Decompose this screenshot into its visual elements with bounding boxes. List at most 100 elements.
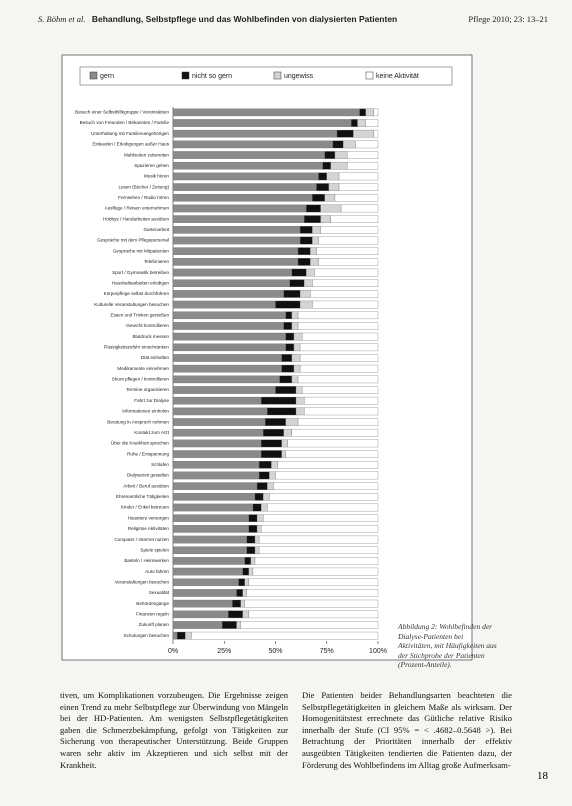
bar-segment (242, 589, 247, 597)
y-tick-label: Spiele spielen (140, 547, 169, 552)
bar-segment (347, 151, 379, 159)
bar-segment (283, 428, 293, 437)
bar-segment (222, 621, 237, 629)
y-tick-label: Sexualität (149, 590, 170, 595)
y-tick-label: Medikamente einnehmen (117, 366, 169, 371)
bar-segment (244, 557, 252, 565)
bar-segment (172, 514, 249, 522)
bar-segment (263, 514, 379, 522)
bar-segment (172, 343, 286, 352)
y-tick-label: Haushaltsarbeiten erledigen (112, 280, 170, 285)
bar-segment (351, 119, 358, 127)
bar-segment (246, 535, 256, 544)
bar-segment (236, 621, 241, 629)
bar-segment (340, 204, 379, 213)
bar-segment (172, 589, 237, 597)
bar-segment (252, 567, 379, 576)
legend-swatch (89, 71, 98, 80)
bar-segment (265, 418, 286, 426)
bar-segment (172, 204, 307, 213)
bar-segment (334, 151, 348, 159)
y-tick-label: Gespräche mit dem Pflegepersonal (97, 238, 169, 243)
legend-label: gern (100, 73, 114, 80)
bar-segment (172, 610, 229, 619)
y-tick-label: Spazieren gehen (134, 163, 169, 168)
bar-segment (332, 140, 344, 149)
bar-segment (258, 546, 379, 555)
y-tick-label: Termine organisieren (126, 387, 169, 392)
bar-segment (172, 279, 290, 288)
bar-segment (285, 311, 293, 320)
bar-segment (304, 396, 379, 405)
y-tick-label: Beratung in Anspruch nehmen (107, 419, 169, 424)
legend-swatch (181, 71, 190, 80)
bar-segment (271, 460, 278, 469)
bar-segment (172, 215, 305, 223)
bar-segment (240, 621, 379, 629)
bar-segment (299, 290, 311, 298)
bar-segment (322, 161, 331, 170)
bar-segment (320, 226, 379, 234)
bar-segment (312, 193, 325, 202)
bar-segment (172, 311, 286, 320)
bar-segment (299, 354, 379, 362)
bar-segment (172, 129, 338, 138)
bar-segment (281, 439, 288, 448)
bar-segment (275, 300, 301, 309)
bar-segment (260, 450, 282, 458)
bar-segment (172, 322, 284, 330)
body-right: Die Patienten beider Behandlungsarten be… (302, 690, 512, 770)
bar-segment (172, 621, 223, 629)
bar-segment (310, 258, 319, 266)
bar-segment (172, 172, 319, 181)
y-tick-label: Fahrt zur Dialyse (134, 398, 169, 403)
bar-segment (267, 482, 274, 490)
bar-segment (291, 268, 307, 277)
bar-segment (172, 471, 260, 480)
bar-segment (232, 599, 241, 608)
bar-segment (172, 450, 262, 458)
y-tick-label: Körperpflege selbst durchführen (104, 291, 170, 296)
bar-segment (238, 578, 245, 587)
bar-segment (304, 279, 313, 288)
bar-segment (285, 332, 295, 341)
bar-segment (172, 631, 178, 640)
bar-segment (336, 129, 354, 138)
y-tick-label: Blutdruck messen (132, 334, 169, 339)
bar-segment (330, 161, 348, 170)
bar-segment (310, 290, 379, 298)
bar-segment (357, 119, 366, 127)
y-tick-label: Mahlzeiten zubereiten (124, 152, 169, 157)
bar-segment (172, 119, 352, 127)
y-tick-label: Computer / Internet nutzen (114, 537, 169, 542)
bar-segment (185, 631, 192, 640)
bar-segment (353, 129, 375, 138)
y-tick-label: Schlafen (151, 462, 169, 467)
bar-segment (285, 418, 299, 426)
y-tick-label: Ruhe / Entspannung (127, 451, 169, 456)
bar-segment (248, 567, 254, 576)
y-tick-label: Veranstaltungen besuchen (115, 579, 170, 584)
y-tick-label: Über die Krankheit sprechen (111, 440, 170, 446)
bar-segment (260, 439, 282, 448)
bar-segment (299, 236, 313, 245)
bar-segment (328, 183, 340, 191)
y-tick-label: Essen und Trinken genießen (111, 312, 170, 317)
bar-segment (172, 290, 284, 298)
bar-segment (312, 300, 379, 309)
bar-segment (283, 322, 293, 330)
bar-segment (244, 599, 379, 608)
y-tick-label: Ausflüge / Reisen unternehmen (105, 206, 170, 211)
bar-segment (172, 557, 245, 565)
bar-segment (326, 172, 340, 181)
bar-segment (304, 215, 321, 223)
y-tick-label: Telefonieren (144, 259, 169, 264)
bar-segment (246, 589, 379, 597)
bar-segment (172, 236, 301, 245)
bar-segment (297, 311, 379, 320)
bar-segment (306, 204, 321, 213)
bar-segment (299, 343, 379, 352)
bar-segment (310, 247, 317, 255)
